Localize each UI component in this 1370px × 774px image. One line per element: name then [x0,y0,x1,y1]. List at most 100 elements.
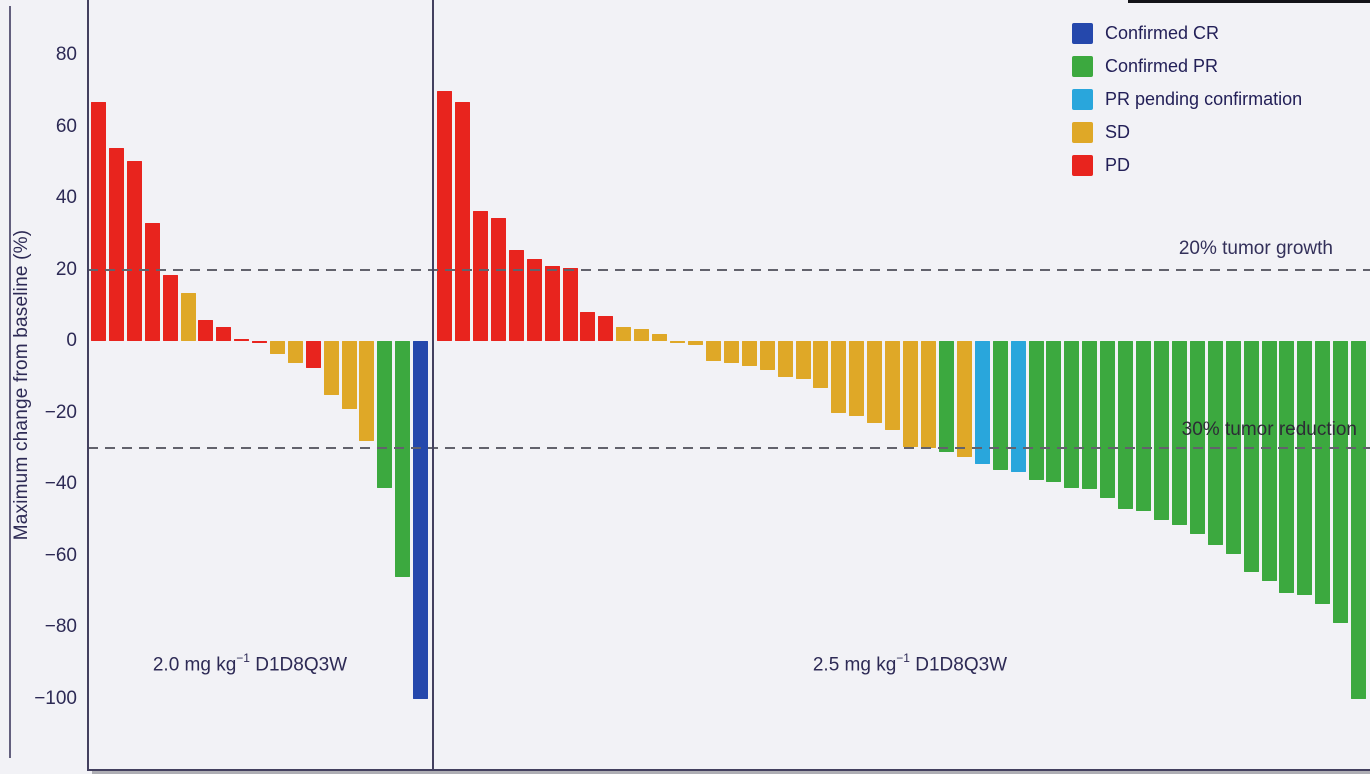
patient-bar [1028,341,1044,481]
patient-bar [903,341,918,447]
legend-swatch-sd-icon [1072,122,1093,143]
y-tick-label: −20 [44,401,77,423]
y-tick-label: −80 [44,616,77,637]
patient-bar [562,267,578,341]
patient-bar [723,341,739,363]
y-tick-label: 80 [55,44,77,65]
patient-bar [1153,341,1169,520]
patient-bar [1118,341,1134,509]
patient-bar [1261,341,1277,581]
patient-bar [598,316,614,341]
patient-bar [454,101,470,341]
patient-bar [305,341,321,368]
patient-bar [634,328,650,341]
patient-bar [1100,341,1116,499]
legend-swatch-cr-icon [1072,23,1093,44]
patient-bar [938,341,954,452]
legend-label: Confirmed CR [1105,23,1220,43]
legend-item-pr-pending: PR pending confirmation [1072,83,1302,116]
patient-bar [795,341,811,379]
legend-swatch-pr-icon [1072,56,1093,77]
patient-bar [1171,341,1187,526]
patient-bar [198,319,214,342]
y-tick-label: 40 [55,187,77,208]
patient-bar [992,341,1008,470]
patient-bar [1189,341,1205,535]
patient-bar [377,341,393,488]
screenshot-bottom-edge [92,771,1370,774]
legend-item-confirmed-cr: Confirmed CR [1072,17,1302,50]
dose-group-label-2-0: 2.0 mg kg−1 D1D8Q3W [100,651,400,676]
patient-bar [849,341,865,417]
patient-bar [1064,341,1080,488]
patient-bar [1046,341,1062,483]
patient-bar [526,258,542,341]
patient-bar [1351,341,1367,699]
screenshot-top-edge [1128,0,1370,3]
patient-bar [831,341,847,413]
patient-bar [91,101,106,341]
y-axis-line [87,0,89,770]
patient-bar [472,210,488,341]
patient-bar [1315,341,1331,604]
legend-item-sd: SD [1072,116,1302,149]
patient-bar [269,341,285,354]
panel-divider-line [432,0,434,770]
patient-bar [252,341,268,343]
patient-bar [544,265,560,341]
legend-label: PR pending confirmation [1105,89,1303,109]
patient-bar [108,147,124,341]
y-tick-label: −60 [44,544,77,566]
patient-bar [580,312,596,341]
patient-bar [1136,341,1151,511]
patient-bar [687,341,703,345]
patient-bar [341,341,357,409]
patient-bar [616,326,632,341]
dose-group-label-2-5: 2.5 mg kg−1 D1D8Q3W [760,651,1060,676]
y-tick-label: 20 [55,258,77,280]
dose-label-schedule: D1D8Q3W [909,654,1008,676]
patient-bar [1243,341,1259,572]
patient-bar [759,341,775,370]
legend-swatch-pr-pending-icon [1072,89,1093,110]
legend-label: PD [1105,155,1131,175]
y-axis-tick-labels: 80 60 40 20 0 −20 −40 −60 −80 −100 [0,0,77,774]
reference-line--30 [88,447,1370,450]
patient-bar [705,341,721,361]
figure-left-edge-line [9,6,11,758]
patient-bar [323,341,339,395]
reference-line-20 [88,268,1370,271]
dose-label-superscript: −1 [896,651,910,665]
patient-bar [1207,341,1223,545]
patient-bar [777,341,793,377]
patient-bar [216,326,232,341]
patient-bar [1297,341,1313,595]
patient-bar [490,217,506,341]
patient-bar [652,333,668,342]
patient-bar [413,341,429,699]
x-axis-line [87,769,1370,771]
dose-label-text: 2.0 mg kg [152,654,237,676]
legend-item-confirmed-pr: Confirmed PR [1072,50,1302,83]
patient-bar [144,223,160,341]
patient-bar [813,341,829,388]
patient-bar [180,292,196,341]
patient-bar [867,341,883,424]
dose-label-superscript: −1 [236,651,250,665]
y-tick-label: −40 [44,473,77,494]
patient-bar [359,341,375,442]
patient-bar [287,341,303,363]
legend-label: Confirmed PR [1105,56,1219,76]
patient-bar [741,341,757,366]
patient-bar [956,341,972,458]
legend-swatch-pd-icon [1072,155,1093,176]
reduction-threshold-annotation: 30% tumor reduction [1181,419,1357,440]
patient-bar [1010,341,1026,472]
legend-item-pd: PD [1072,149,1302,182]
legend: Confirmed CR Confirmed PR PR pending con… [1072,17,1302,182]
growth-threshold-annotation: 20% tumor growth [1178,238,1333,259]
patient-bar [508,249,524,341]
patient-bar [126,160,142,341]
patient-bar [395,341,411,577]
